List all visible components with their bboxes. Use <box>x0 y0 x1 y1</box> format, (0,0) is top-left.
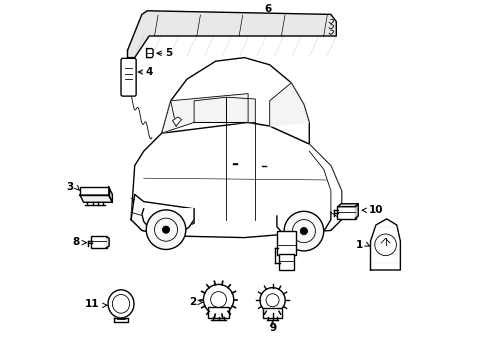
Text: 3: 3 <box>66 182 73 192</box>
Polygon shape <box>162 58 309 144</box>
Polygon shape <box>146 49 153 58</box>
Polygon shape <box>108 187 112 202</box>
Circle shape <box>300 228 307 235</box>
Circle shape <box>146 210 185 249</box>
Polygon shape <box>127 11 336 58</box>
Polygon shape <box>194 97 226 122</box>
Text: 5: 5 <box>165 48 173 58</box>
Polygon shape <box>162 94 247 133</box>
Text: 2: 2 <box>189 297 196 307</box>
Polygon shape <box>106 237 109 248</box>
Ellipse shape <box>108 290 134 318</box>
Polygon shape <box>172 117 181 126</box>
Text: 4: 4 <box>145 67 153 77</box>
FancyBboxPatch shape <box>279 254 294 270</box>
FancyBboxPatch shape <box>337 206 355 219</box>
Polygon shape <box>355 204 358 218</box>
Circle shape <box>203 284 233 315</box>
Circle shape <box>284 211 323 251</box>
Circle shape <box>260 288 285 313</box>
FancyBboxPatch shape <box>263 308 282 318</box>
Polygon shape <box>80 187 108 195</box>
Text: 7: 7 <box>283 220 290 230</box>
FancyBboxPatch shape <box>91 236 107 248</box>
Text: 10: 10 <box>368 205 383 215</box>
FancyBboxPatch shape <box>207 307 229 318</box>
Polygon shape <box>276 212 330 238</box>
Polygon shape <box>309 144 341 220</box>
Polygon shape <box>114 318 128 322</box>
Polygon shape <box>142 209 194 235</box>
Polygon shape <box>370 219 400 270</box>
FancyBboxPatch shape <box>277 231 295 255</box>
Circle shape <box>162 226 169 233</box>
Text: 8: 8 <box>73 237 80 247</box>
Polygon shape <box>131 194 194 236</box>
Text: 9: 9 <box>268 323 276 333</box>
Text: 6: 6 <box>264 4 271 14</box>
Polygon shape <box>226 97 255 122</box>
Polygon shape <box>337 204 358 207</box>
FancyBboxPatch shape <box>121 58 136 96</box>
Polygon shape <box>269 83 309 126</box>
Polygon shape <box>131 122 341 238</box>
Text: 1: 1 <box>355 240 363 250</box>
Text: 11: 11 <box>85 299 99 309</box>
Polygon shape <box>80 195 112 202</box>
